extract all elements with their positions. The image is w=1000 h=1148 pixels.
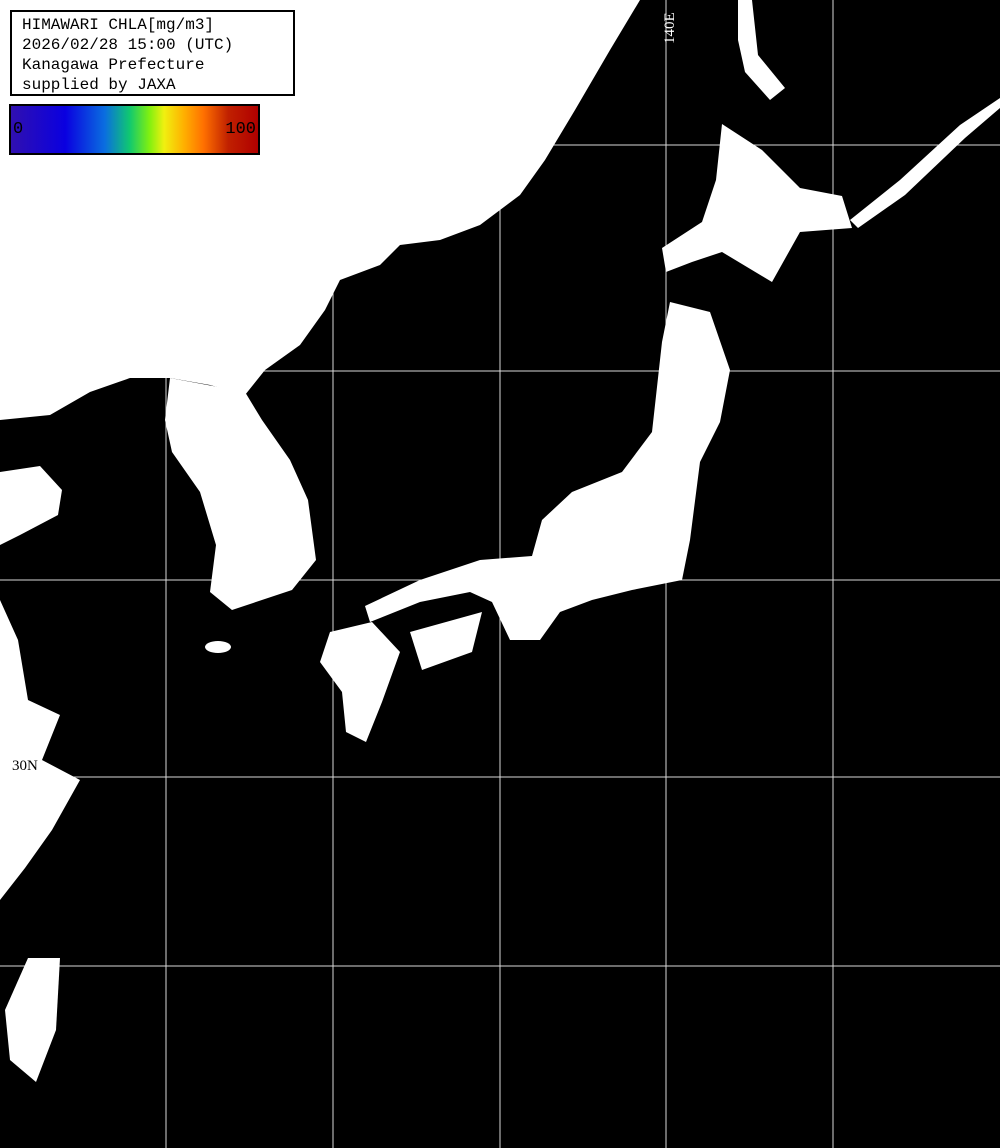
hokkaido (662, 124, 852, 282)
small-island (398, 128, 426, 164)
lat-label-30n: 30N (12, 758, 38, 774)
colorbar: 0 100 (9, 104, 260, 155)
data-credit: supplied by JAXA (22, 76, 176, 94)
kyushu (320, 622, 400, 742)
china-coast-north (0, 466, 62, 545)
china-coast-south (0, 600, 80, 900)
colorbar-max: 100 (225, 120, 256, 139)
info-box: HIMAWARI CHLA[mg/m3] 2026/02/28 15:00 (U… (10, 10, 295, 96)
jeju-island (205, 641, 231, 653)
observation-datetime: 2026/02/28 15:00 (UTC) (22, 36, 234, 54)
lat-label-40n: 40N (12, 352, 38, 368)
korea (165, 378, 316, 610)
sakhalin (738, 0, 785, 100)
taiwan (5, 958, 60, 1082)
colorbar-min: 0 (13, 120, 24, 139)
region-name: Kanagawa Prefecture (22, 56, 205, 74)
product-title: HIMAWARI CHLA[mg/m3] (22, 16, 215, 34)
shikoku (410, 612, 482, 670)
honshu (365, 302, 730, 640)
kuril-islands (850, 98, 1000, 228)
lon-label-140e: 140E (662, 12, 678, 44)
